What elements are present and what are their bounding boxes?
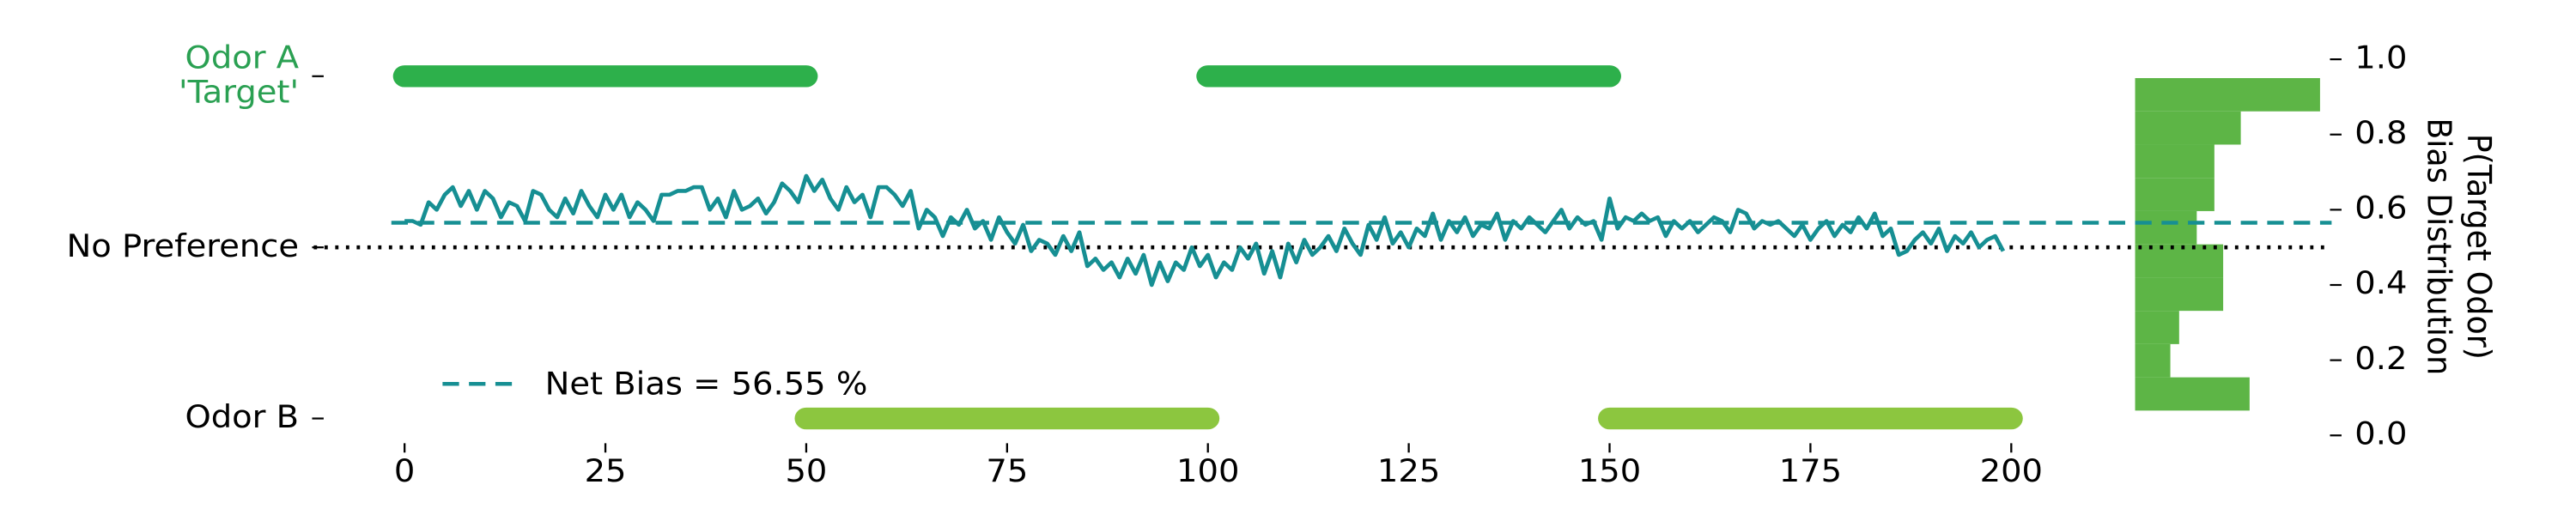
legend-label: Net Bias = 56.55 % [545, 365, 868, 402]
x-tick-label: 125 [1377, 452, 1440, 489]
histogram-bar [2135, 210, 2197, 245]
x-tick-label: 100 [1176, 452, 1239, 489]
x-tick-label: 0 [394, 452, 415, 489]
histogram-bar [2135, 377, 2250, 411]
histogram-bar [2135, 111, 2241, 145]
x-tick-label: 50 [785, 452, 827, 489]
y-tick-label: No Preference [67, 227, 300, 264]
y-tick-label-line: Odor B [185, 398, 299, 435]
histogram-bar [2135, 244, 2224, 278]
y-tick-label-line: No Preference [67, 227, 300, 264]
y2-tick-label: 1.0 [2354, 39, 2407, 76]
x-tick-label: 200 [1980, 452, 2043, 489]
histogram-bar [2135, 78, 2320, 112]
histogram-bar [2135, 343, 2171, 378]
histogram-bar [2135, 144, 2215, 179]
y-tick-label: Odor B [185, 398, 299, 435]
x-tick-label: 175 [1779, 452, 1842, 489]
y3-axis-label: Bias Distribution [2420, 118, 2458, 375]
trace-line [404, 173, 2006, 288]
y-tick-label: Odor A 'Target' [179, 39, 299, 110]
y-tick-label-line: 'Target' [179, 73, 299, 110]
y2-axis-label: P(Target Odor) [2460, 134, 2499, 360]
y2-tick-label: 0.6 [2354, 190, 2407, 227]
y2-tick-label: 0.8 [2354, 114, 2407, 151]
y-tick-label-line: Odor A [185, 39, 300, 76]
x-tick-label: 25 [585, 452, 627, 489]
y2-tick-label: 0.4 [2354, 264, 2407, 301]
x-tick-label: 75 [986, 452, 1028, 489]
histogram-bar [2135, 311, 2179, 344]
histogram-bar [2135, 277, 2224, 312]
y2-tick-label: 0.0 [2354, 415, 2407, 451]
histogram-bar [2135, 178, 2215, 211]
y2-tick-label: 0.2 [2354, 340, 2407, 377]
x-tick-label: 150 [1578, 452, 1641, 489]
